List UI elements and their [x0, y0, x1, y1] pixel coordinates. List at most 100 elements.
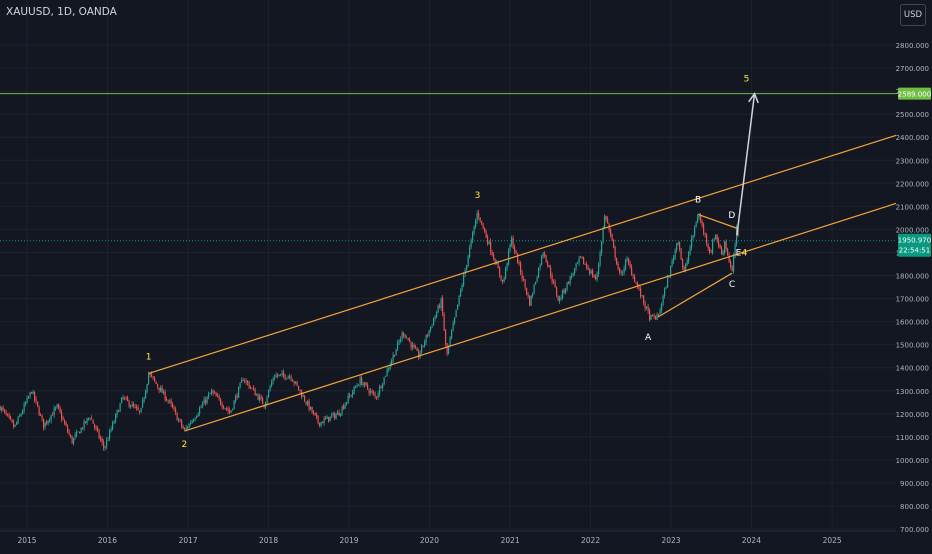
drawing-objects[interactable] — [0, 92, 932, 432]
channel-upper-line[interactable] — [148, 113, 932, 375]
candle-down — [41, 415, 43, 419]
candle-down — [128, 400, 130, 407]
candle-down — [304, 396, 306, 402]
candle-up — [259, 396, 261, 401]
candle-down — [718, 240, 720, 246]
candle-up — [571, 275, 573, 277]
candle-up — [22, 411, 24, 414]
triangle-upper-line[interactable] — [697, 213, 738, 229]
triangle-lower-line[interactable] — [657, 272, 733, 318]
candle-up — [88, 418, 90, 419]
candle-up — [25, 402, 27, 405]
candle-down — [526, 287, 528, 295]
time-axis-label: 2015 — [17, 536, 36, 545]
candle-down — [158, 387, 160, 391]
candle-down — [8, 414, 10, 418]
candle-up — [191, 420, 193, 424]
candle-down — [374, 394, 376, 397]
candle-up — [406, 337, 408, 339]
candle-down — [13, 422, 15, 427]
candle-up — [455, 309, 457, 318]
price-axis[interactable]: 2800.0002700.0002600.0002500.0002400.000… — [896, 0, 932, 550]
candle-down — [52, 414, 54, 416]
candle-up — [274, 377, 276, 379]
candle-down — [313, 412, 315, 414]
candle-down — [584, 264, 586, 265]
candle-up — [668, 276, 670, 278]
time-axis[interactable]: 2015 2016 2017 2018 2019 2020 2021 2022 2023 2024… — [0, 530, 932, 545]
price-axis-tick: 700.000 — [900, 526, 929, 534]
price-axis-tick: 1200.000 — [896, 411, 929, 419]
candle-up — [211, 390, 213, 394]
candle-down — [514, 247, 516, 252]
candle-up — [185, 427, 187, 430]
candle-up — [230, 410, 232, 413]
candle-down — [247, 380, 249, 383]
time-axis-label: 2017 — [179, 536, 198, 545]
wave-label-e: E — [736, 249, 742, 259]
candle-down — [497, 262, 499, 269]
candle-down — [65, 422, 67, 427]
candle-up — [623, 268, 625, 273]
time-axis-label: 2020 — [420, 536, 439, 545]
candle-up — [467, 256, 469, 266]
candle-down — [166, 399, 168, 401]
candle-down — [103, 442, 105, 448]
candle-up — [362, 384, 364, 386]
candle-up — [122, 397, 124, 399]
candle-up — [604, 216, 606, 229]
candle-up — [106, 440, 108, 447]
candle-up — [505, 267, 507, 279]
candle-down — [544, 253, 546, 257]
candle-down — [242, 379, 244, 381]
candle-down — [125, 397, 127, 399]
candle-down — [218, 395, 220, 399]
price-axis-tick: 900.000 — [900, 480, 929, 488]
candle-up — [539, 265, 541, 268]
candle-up — [347, 395, 349, 403]
candle-up — [86, 418, 88, 423]
candle-up — [428, 330, 430, 336]
candle-up — [370, 391, 372, 393]
wave-label-1: 1 — [146, 352, 152, 362]
candle-down — [182, 426, 184, 429]
candle-down — [643, 295, 645, 303]
candle-up — [104, 446, 106, 449]
candle-down — [443, 313, 445, 331]
candle-up — [193, 419, 195, 422]
time-axis-label: 2016 — [98, 536, 117, 545]
candle-down — [293, 381, 295, 384]
currency-button[interactable]: USD — [900, 4, 926, 26]
candle-up — [271, 382, 273, 387]
current-price-text: 1950.970 — [898, 237, 931, 245]
candle-up — [664, 288, 666, 296]
candle-up — [536, 277, 538, 282]
candle-up — [169, 400, 171, 402]
candle-up — [496, 262, 498, 265]
candle-up — [715, 234, 717, 240]
candle-up — [80, 427, 82, 433]
candle-down — [658, 313, 660, 315]
candle-down — [710, 251, 712, 253]
candle-up — [289, 376, 291, 378]
candle-down — [380, 386, 382, 388]
candle-down — [85, 421, 87, 423]
candle-down — [161, 387, 163, 394]
candle-down — [343, 406, 345, 409]
candle-down — [485, 231, 487, 238]
symbol-title[interactable]: XAUUSD, 1D, OANDA — [6, 6, 117, 18]
projection-arrow-head[interactable] — [748, 92, 759, 104]
candle-down — [317, 416, 319, 423]
projection-arrow-shaft[interactable] — [736, 93, 756, 236]
candle-down — [640, 288, 642, 297]
candle-down — [487, 236, 489, 244]
candle-up — [530, 295, 532, 306]
candle-down — [46, 421, 48, 424]
candle-down — [223, 407, 225, 409]
candle-up — [452, 323, 454, 331]
candle-up — [650, 315, 652, 320]
candle-down — [619, 268, 621, 273]
channel-lower-line[interactable] — [184, 181, 932, 432]
